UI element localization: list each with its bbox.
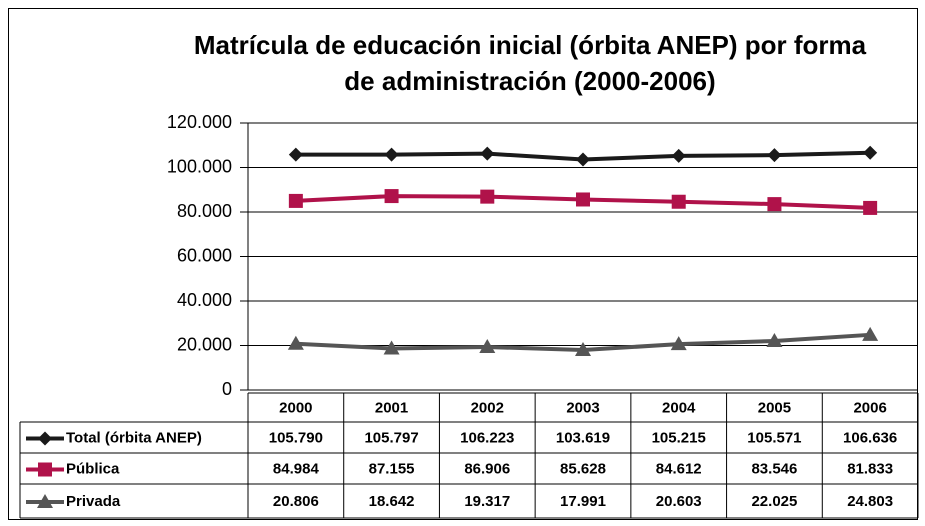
legend-marker <box>37 494 53 508</box>
x-tick-label: 2006 <box>853 399 886 416</box>
table-value: 20.806 <box>273 493 319 510</box>
table-value: 105.790 <box>269 429 323 446</box>
y-tick-label: 20.000 <box>177 334 232 354</box>
data-point <box>767 197 782 212</box>
data-point <box>670 336 687 351</box>
data-point <box>384 147 399 162</box>
table-value: 103.619 <box>556 429 610 446</box>
table-value: 105.571 <box>747 429 801 446</box>
legend-label: Privada <box>66 493 121 510</box>
table-value: 87.155 <box>369 460 415 477</box>
data-point <box>480 146 495 161</box>
y-tick-label: 100.000 <box>167 156 232 176</box>
x-tick-label: 2005 <box>758 399 791 416</box>
y-tick-label: 0 <box>222 379 232 399</box>
table-value: 24.803 <box>847 493 893 510</box>
data-point <box>671 194 686 209</box>
data-point <box>576 192 590 207</box>
x-tick-label: 2002 <box>471 399 504 416</box>
x-tick-label: 2001 <box>375 399 408 416</box>
table-value: 85.628 <box>560 460 606 477</box>
chart-border <box>8 8 918 520</box>
data-point <box>288 147 303 162</box>
data-point <box>288 193 303 208</box>
data-point <box>863 145 878 160</box>
table-value: 84.612 <box>656 460 702 477</box>
table-value: 106.223 <box>460 429 514 446</box>
data-point <box>575 341 591 356</box>
table-value: 17.991 <box>560 493 606 510</box>
table-value: 81.833 <box>847 460 893 477</box>
legend-label: Total (órbita ANEP) <box>66 429 202 446</box>
table-value: 18.642 <box>369 493 415 510</box>
data-point <box>766 332 783 347</box>
x-tick-label: 2003 <box>566 399 599 416</box>
legend-marker <box>38 462 52 477</box>
x-tick-label: 2000 <box>279 399 312 416</box>
table-value: 83.546 <box>751 460 797 477</box>
data-point <box>480 189 495 204</box>
legend-marker <box>38 431 52 446</box>
table-value: 106.636 <box>843 429 897 446</box>
data-point <box>479 339 496 354</box>
table-value: 86.906 <box>464 460 510 477</box>
data-point <box>767 148 782 163</box>
data-point <box>863 200 878 215</box>
y-tick-label: 120.000 <box>167 112 232 132</box>
data-point <box>576 152 590 167</box>
table-value: 105.797 <box>364 429 418 446</box>
chart-title: Matrícula de educación inicial (órbita A… <box>194 30 867 60</box>
y-tick-label: 40.000 <box>177 290 232 310</box>
y-tick-label: 60.000 <box>177 245 232 265</box>
table-value: 22.025 <box>751 493 797 510</box>
data-point <box>384 189 399 204</box>
legend-label: Pública <box>66 460 120 477</box>
data-point <box>671 148 686 163</box>
table-value: 20.603 <box>656 493 702 510</box>
table-value: 84.984 <box>273 460 320 477</box>
data-point <box>383 340 400 355</box>
y-tick-label: 80.000 <box>177 201 232 221</box>
data-point <box>862 326 879 341</box>
x-tick-label: 2004 <box>662 399 696 416</box>
chart-subtitle: de administración (2000-2006) <box>344 66 715 96</box>
table-value: 105.215 <box>652 429 706 446</box>
table-value: 19.317 <box>464 493 510 510</box>
data-point <box>287 335 304 350</box>
